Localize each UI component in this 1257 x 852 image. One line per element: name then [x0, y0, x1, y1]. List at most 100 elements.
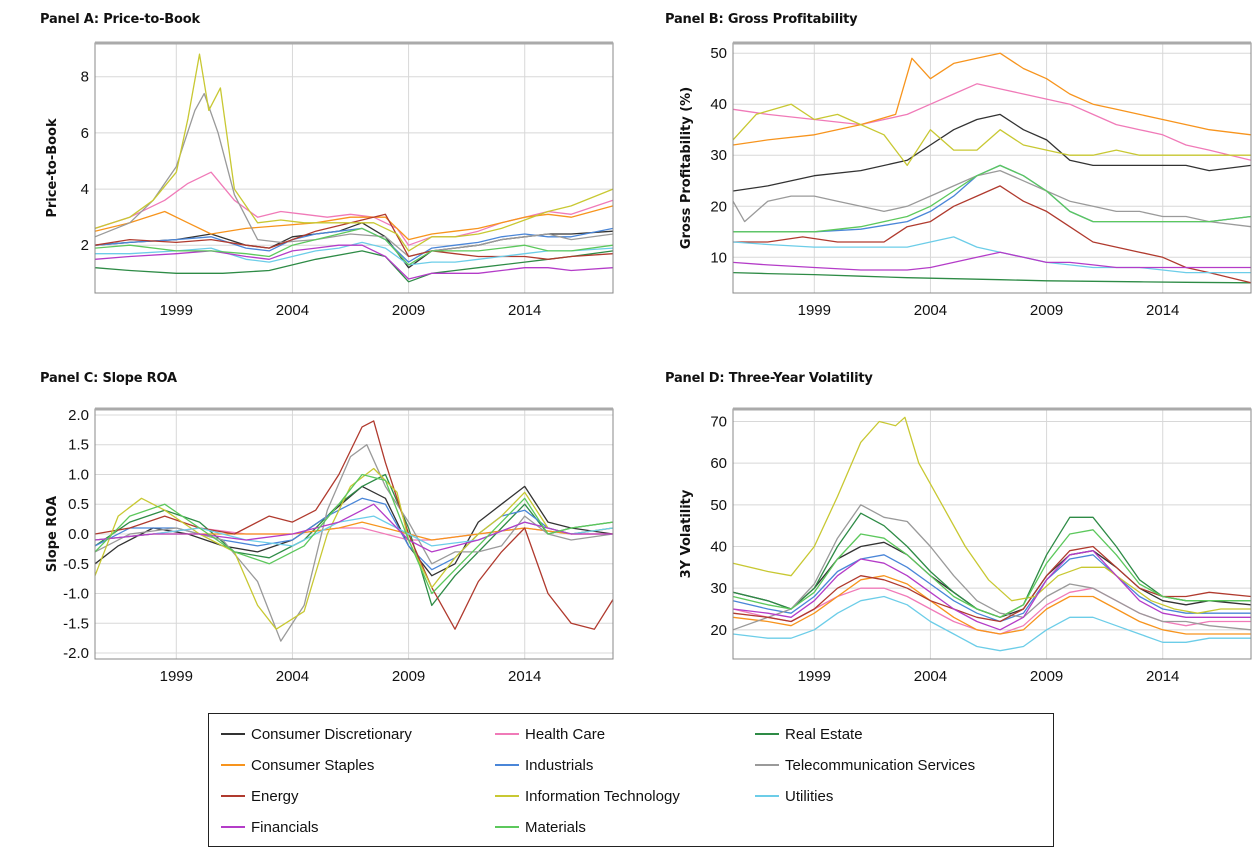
x-tick-label: 2004: [914, 668, 947, 685]
series-line-materials: [94, 227, 614, 266]
y-axis-label: 3Y Volatility: [679, 489, 694, 578]
legend-swatch: [755, 733, 779, 735]
legend-label: Energy: [251, 787, 299, 805]
panel-a-plot: 1999 2004 2009 2014 2 4 6 8 Price-to-Book: [45, 41, 614, 319]
y-tick-label: 10: [710, 249, 727, 266]
series-line-telecommunication-services: [732, 504, 1252, 631]
panel-d-title: Panel D: Three-Year Volatility: [665, 371, 873, 386]
panel-c-title: Panel C: Slope ROA: [40, 371, 177, 386]
y-tick-label: 4: [81, 181, 89, 198]
y-tick-label: 20: [710, 198, 727, 215]
series-line-real-estate: [94, 473, 614, 607]
series-line-financials: [732, 550, 1251, 631]
legend: Consumer Discretionary Health Care Real Es…: [208, 713, 1054, 847]
series-line-consumer-discretionary: [732, 541, 1252, 618]
legend-item: Consumer Staples: [221, 754, 374, 776]
legend-swatch: [221, 795, 245, 797]
x-tick-label: 2004: [276, 668, 309, 685]
y-tick-label: 6: [81, 125, 89, 142]
y-axis-label: Price-to-Book: [45, 118, 60, 218]
plot-frame: [732, 42, 1252, 294]
panel-b-plot: 1999 2004 2009 2014 10 20 30 40 50 Gross Profitab…: [679, 41, 1252, 319]
x-tick-label: 2009: [1030, 668, 1063, 685]
legend-swatch: [495, 733, 519, 735]
series-line-financials: [732, 251, 1251, 271]
legend-item: Health Care: [495, 723, 605, 745]
series-line-utilities: [732, 595, 1251, 652]
x-tick-label: 1999: [798, 668, 831, 685]
series-line-consumer-staples: [732, 575, 1251, 635]
legend-swatch: [221, 826, 245, 828]
y-tick-label: 50: [710, 45, 727, 62]
legend-swatch: [755, 795, 779, 797]
series-line-information-technology: [94, 53, 614, 252]
legend-label: Consumer Staples: [251, 756, 375, 774]
y-axis-label: Gross Profitability (%): [679, 87, 694, 249]
legend-swatch: [221, 764, 245, 766]
legend-label: Consumer Discretionary: [251, 725, 412, 743]
series-line-information-technology: [732, 103, 1251, 167]
series-line-utilities: [95, 241, 614, 266]
x-tick-label: 2014: [508, 668, 541, 685]
x-tick-label: 2014: [508, 302, 541, 319]
legend-swatch: [755, 764, 779, 766]
legend-label: Real Estate: [785, 725, 863, 743]
x-tick-label: 2004: [276, 302, 309, 319]
y-tick-label: 2.0: [68, 407, 89, 424]
legend-item: Energy: [221, 785, 299, 807]
series-line-energy: [94, 420, 614, 630]
y-tick-label: 50: [710, 497, 727, 514]
legend-label: Information Technology: [525, 787, 680, 805]
series-line-telecommunication-services: [732, 169, 1252, 228]
y-tick-label: 30: [710, 580, 727, 597]
x-tick-label: 2014: [1146, 302, 1179, 319]
x-tick-label: 1999: [798, 302, 831, 319]
legend-item: Materials: [495, 816, 586, 838]
y-tick-label: 8: [81, 69, 89, 86]
series-line-telecommunication-services: [94, 92, 614, 258]
series-line-consumer-discretionary: [732, 113, 1252, 192]
y-tick-label: -2.0: [63, 645, 89, 662]
legend-swatch: [221, 733, 245, 735]
y-tick-label: 40: [710, 96, 727, 113]
panel-a-title: Panel A: Price-to-Book: [40, 12, 200, 27]
series-line-materials: [94, 473, 614, 595]
series-line-information-technology: [94, 467, 614, 630]
legend-swatch: [495, 764, 519, 766]
legend-item: Utilities: [755, 785, 833, 807]
y-tick-label: 60: [710, 455, 727, 472]
series-line-consumer-staples: [732, 52, 1252, 146]
y-tick-label: 2: [81, 237, 89, 254]
series-line-telecommunication-services: [94, 444, 614, 642]
legend-swatch: [495, 795, 519, 797]
series-line-industrials: [732, 554, 1251, 623]
legend-swatch: [495, 826, 519, 828]
plot-frame: [94, 42, 614, 294]
legend-label: Industrials: [525, 756, 594, 774]
series-line-energy: [94, 213, 614, 260]
series-line-energy: [732, 545, 1252, 623]
series-line-information-technology: [732, 416, 1251, 614]
series-line-materials: [733, 164, 1252, 233]
x-tick-label: 2009: [392, 668, 425, 685]
legend-item: Real Estate: [755, 723, 863, 745]
series-line-energy: [733, 185, 1252, 284]
y-tick-label: 20: [710, 622, 727, 639]
y-tick-label: 70: [710, 414, 727, 431]
legend-label: Financials: [251, 818, 319, 836]
legend-item: Consumer Discretionary: [221, 723, 412, 745]
y-tick-label: -1.5: [63, 615, 89, 632]
series-line-materials: [732, 529, 1251, 618]
series-line-real-estate: [732, 271, 1252, 284]
y-tick-label: 0.5: [68, 496, 89, 513]
y-tick-label: 40: [710, 539, 727, 556]
y-tick-label: 0.0: [68, 526, 89, 543]
y-tick-label: -0.5: [63, 556, 89, 573]
legend-item: Telecommunication Services: [755, 754, 975, 776]
panel-c-plot: 1999 2004 2009 2014 -2.0 -1.5 -1.0 -0.5 0.0 0.5 1.…: [45, 407, 614, 685]
legend-label: Health Care: [525, 725, 606, 743]
y-tick-label: -1.0: [63, 586, 89, 603]
x-tick-label: 2009: [392, 302, 425, 319]
legend-label: Utilities: [785, 787, 834, 805]
